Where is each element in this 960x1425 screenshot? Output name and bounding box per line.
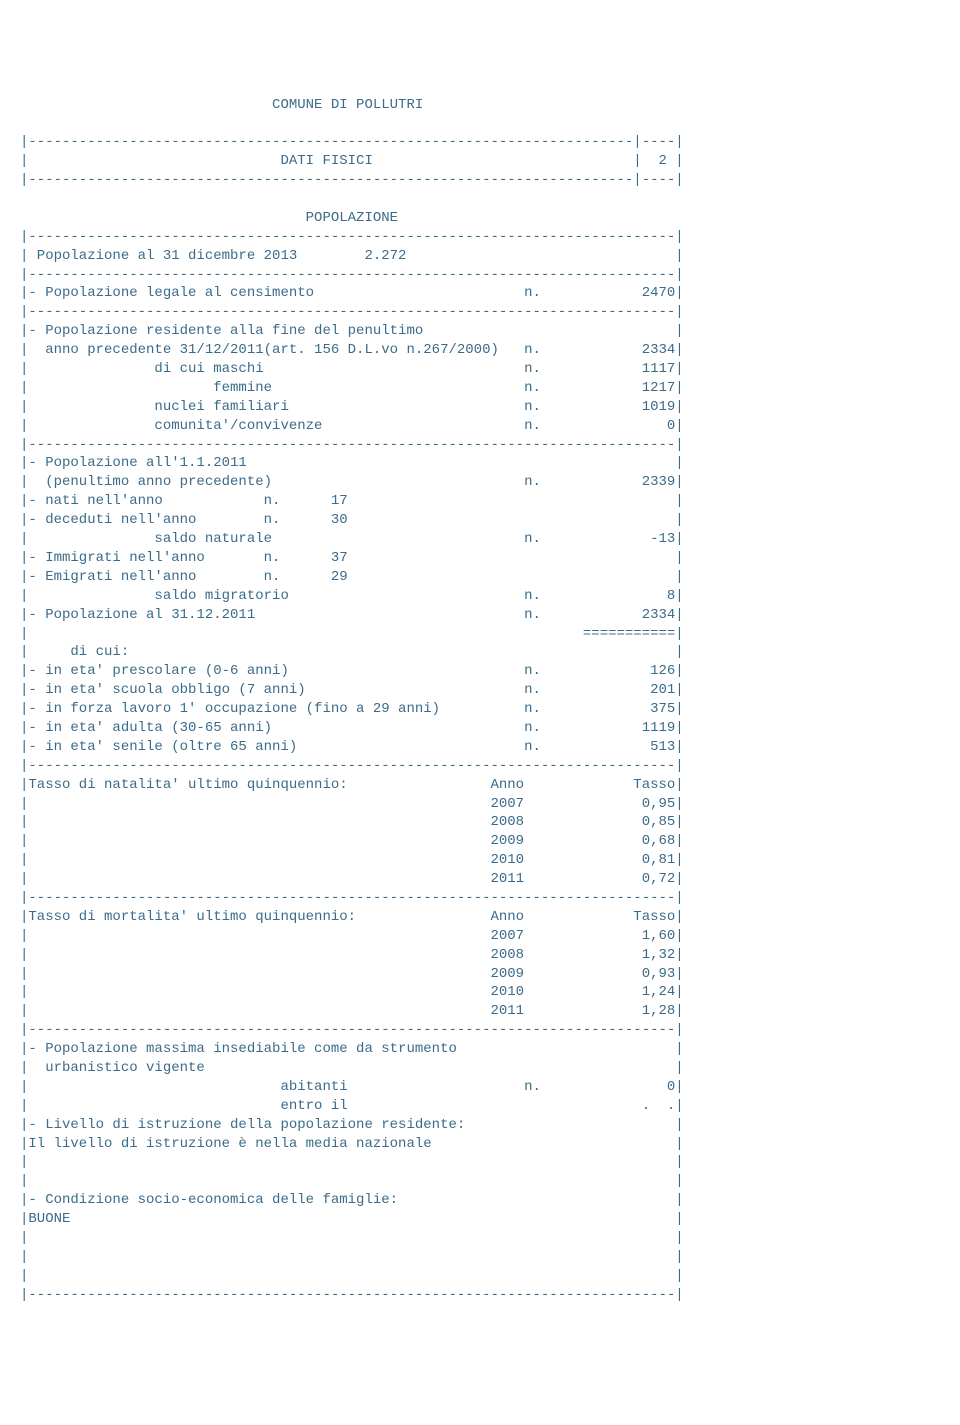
document-page: COMUNE DI POLLUTRI |--------------------… (20, 96, 940, 1305)
